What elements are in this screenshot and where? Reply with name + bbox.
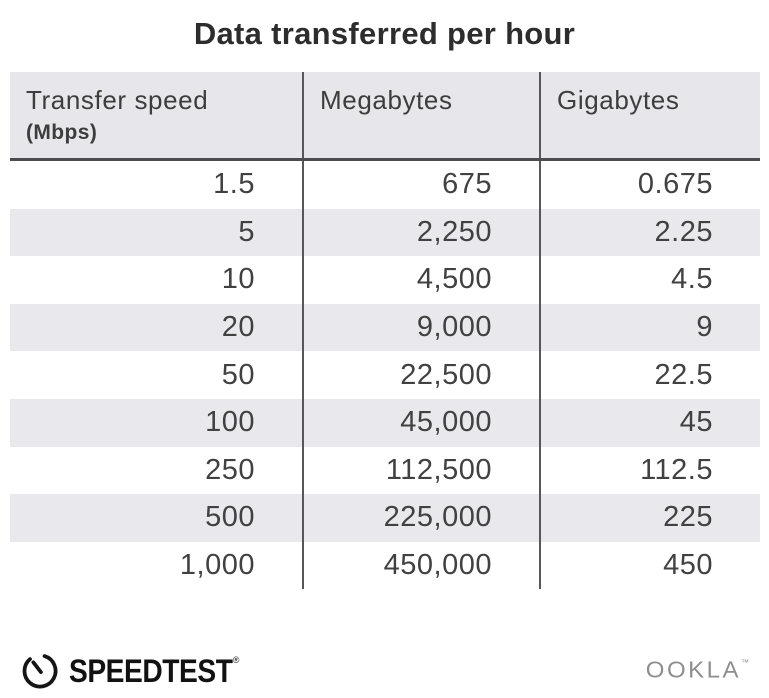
column-header-label: Transfer speed xyxy=(26,85,209,115)
table-header-row: Transfer speed (Mbps) Megabytes Gigabyte… xyxy=(10,72,760,158)
table-cell: 225,000 xyxy=(302,494,539,542)
header-divider-rule xyxy=(10,158,760,161)
table-cell: 112.5 xyxy=(539,446,760,495)
column-header-gigabytes: Gigabytes xyxy=(539,72,760,158)
table-cell: 5 xyxy=(238,215,255,248)
speedtest-wordmark: SPEEDTEST xyxy=(69,652,233,689)
table-cell: 50 xyxy=(221,358,255,391)
footer: SPEEDTEST ® OOKLA ™ xyxy=(20,648,749,694)
column-header-label: Gigabytes xyxy=(557,85,680,115)
table-cell: 112,500 xyxy=(302,446,539,495)
table-row: 500 225,000 225 xyxy=(10,494,760,542)
table-cell: 22,500 xyxy=(302,351,539,399)
table-row: 20 9,000 9 xyxy=(10,303,760,352)
table-row: 10 4,500 4.5 xyxy=(10,256,760,304)
table-cell: 500 xyxy=(205,501,255,534)
table-cell: 9 xyxy=(539,303,760,352)
ookla-logo: OOKLA ™ xyxy=(646,657,749,685)
speedtest-logo: SPEEDTEST ® xyxy=(20,651,239,691)
table-cell: 2,250 xyxy=(302,208,539,257)
speedtest-gauge-icon xyxy=(22,654,58,689)
table-cell: 4,500 xyxy=(302,256,539,304)
table-row: 1,000 450,000 450 xyxy=(10,541,760,590)
table-row: 250 112,500 112.5 xyxy=(10,446,760,495)
table-cell: 250 xyxy=(205,453,255,486)
table-cell: 10 xyxy=(221,263,255,296)
table-cell: 45 xyxy=(539,398,760,447)
table-cell: 45,000 xyxy=(302,398,539,447)
trademark-mark: ™ xyxy=(741,658,749,667)
table-cell: 9,000 xyxy=(302,303,539,352)
table-cell: 100 xyxy=(205,406,255,439)
table-cell: 20 xyxy=(221,311,255,344)
table-row: 1.5 675 0.675 xyxy=(10,161,760,209)
registered-mark: ® xyxy=(232,655,240,665)
column-header-label: Megabytes xyxy=(320,85,453,115)
data-table: Transfer speed (Mbps) Megabytes Gigabyte… xyxy=(10,72,760,590)
table-cell: 22.5 xyxy=(539,351,760,399)
table-cell: 450,000 xyxy=(302,541,539,590)
table-cell: 2.25 xyxy=(539,208,760,257)
table-body: 1.5 675 0.675 5 2,250 2.25 10 4,500 4.5 20 9,000 9 5… xyxy=(10,161,760,590)
table-cell: 450 xyxy=(539,541,760,590)
table-cell: 4.5 xyxy=(539,256,760,304)
column-header-megabytes: Megabytes xyxy=(302,72,539,158)
table-cell: 675 xyxy=(302,161,539,209)
column-header-sublabel: (Mbps) xyxy=(26,121,98,144)
page-title: Data transferred per hour xyxy=(193,16,576,51)
table-row: 5 2,250 2.25 xyxy=(10,208,760,257)
table-row: 50 22,500 22.5 xyxy=(10,351,760,399)
table-cell: 1,000 xyxy=(179,549,255,582)
table-cell: 225 xyxy=(539,494,760,542)
table-cell: 1.5 xyxy=(213,168,255,201)
table-cell: 0.675 xyxy=(539,161,760,209)
ookla-wordmark: OOKLA xyxy=(645,657,741,684)
column-header-transfer-speed: Transfer speed (Mbps) xyxy=(10,72,302,158)
table-row: 100 45,000 45 xyxy=(10,398,760,447)
